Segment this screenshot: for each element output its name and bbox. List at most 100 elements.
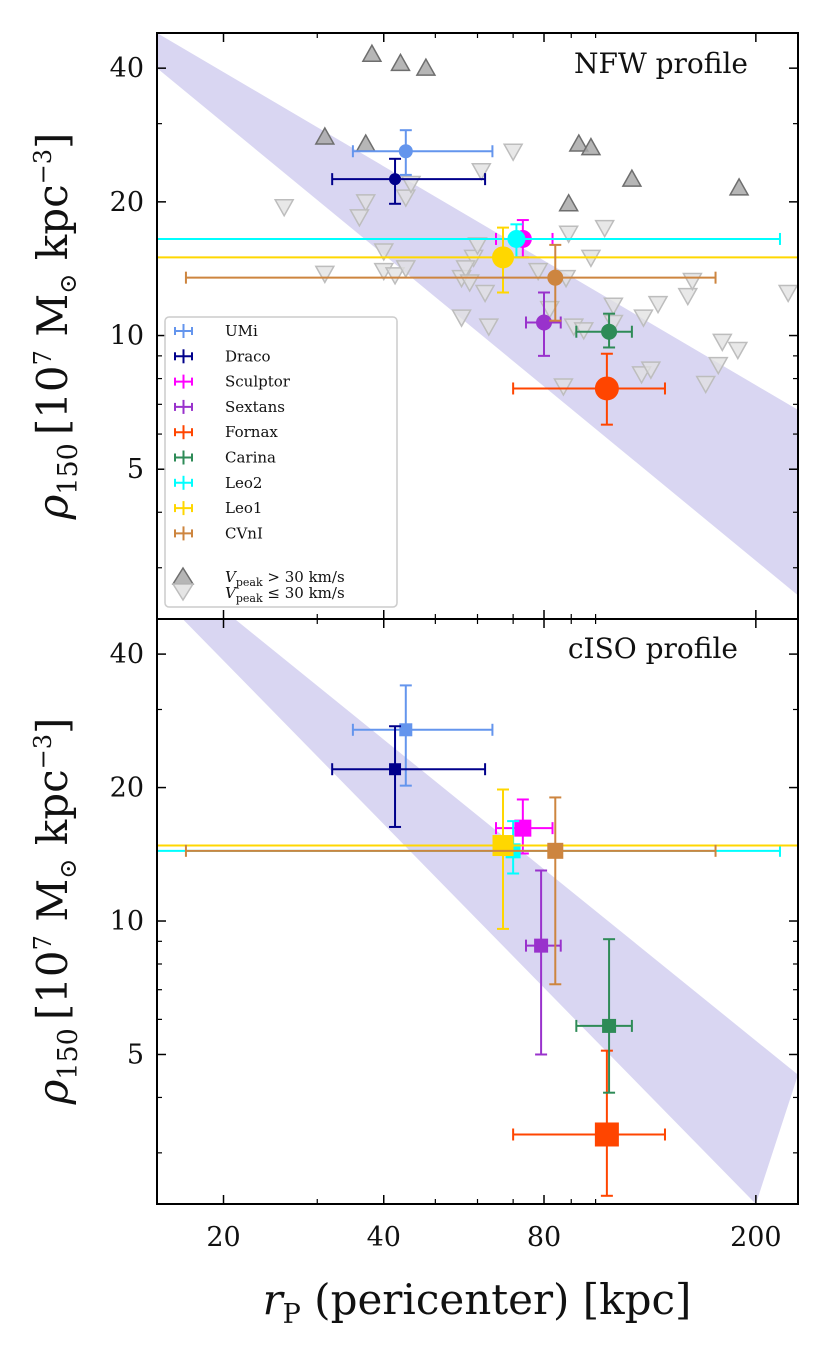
ciso-galaxy-draco — [331, 725, 487, 828]
ciso-ylabel-exp2: −3 — [29, 734, 57, 769]
vpeak-high-marker-8 — [558, 193, 579, 212]
xtick-label: 20 — [206, 1222, 240, 1253]
nfw-galaxy-draco — [331, 157, 487, 205]
vpeak-low-marker-18 — [558, 225, 579, 244]
nfw-galaxy-cvni — [184, 243, 717, 322]
legend-label-umi: UMi — [225, 322, 258, 340]
ciso-ytick-label: 40 — [110, 639, 144, 670]
legend-label-carina: Carina — [225, 449, 276, 467]
vpeak-low-marker-31 — [647, 295, 669, 315]
nfw-ylabel-sun: ⊙ — [54, 274, 82, 294]
nfw-galaxy-leo1 — [157, 226, 798, 294]
ciso-galaxy-fornax — [512, 1049, 666, 1197]
ciso-ytick-label: 10 — [110, 906, 144, 937]
vpeak-high-marker-9 — [728, 177, 750, 196]
vpeak-low-marker-5 — [502, 143, 524, 162]
legend-item-sextans: Sextans — [174, 398, 285, 416]
vpeak-high-marker-7 — [621, 168, 643, 187]
nfw-ytick-label: 40 — [110, 53, 144, 84]
vpeak-low-marker-39 — [695, 375, 716, 394]
legend-item-vpeak-high: Vpeak > 30 km/s — [171, 566, 345, 589]
vpeak-low-marker-2 — [349, 209, 370, 228]
nfw-panel: 5 10 20 40 NFW profile ρ150 [107 M⊙ kpc−3] — [28, 32, 799, 620]
legend-item-carina: Carina — [174, 449, 276, 467]
vpeak-low-marker-38 — [640, 361, 662, 380]
xlabel-sub: P — [283, 1299, 301, 1330]
vpeak-low-marker-23 — [451, 309, 472, 328]
legend-label-fornax: Fornax — [225, 423, 278, 441]
vpeak-low-marker-36 — [727, 341, 749, 361]
x-axis-title: rP (pericenter) [kpc] — [263, 1275, 692, 1330]
vpeak-low-marker-1 — [355, 194, 377, 213]
legend-item-vpeak-low: Vpeak ≤ 30 km/s — [171, 583, 345, 605]
nfw-ylabel-close: ] — [28, 133, 77, 149]
legend-label-sextans: Sextans — [225, 398, 285, 416]
legend-item-leo2: Leo2 — [174, 474, 262, 492]
legend-label-leo2: Leo2 — [225, 474, 262, 492]
legend-frame — [164, 316, 398, 608]
ciso-axis-ticks: 5 10 20 40 20 40 80 200 — [110, 619, 798, 1253]
legend-item-umi: UMi — [174, 322, 258, 340]
ciso-ylabel-exp: 7 — [29, 935, 57, 950]
ciso-ylabel-symbol: ρ — [28, 1079, 77, 1105]
nfw-axis-ticks: 5 10 20 40 — [110, 33, 798, 619]
vpeak-low-marker-11 — [373, 243, 395, 262]
legend-label-cvni: CVnI — [225, 524, 263, 542]
vpeak-low-marker-13 — [314, 265, 336, 284]
vpeak-low-marker-16 — [467, 237, 488, 256]
ciso-galaxy-points — [157, 684, 798, 1197]
vpeak-high-marker-6 — [580, 137, 602, 156]
ciso-galaxy-carina — [575, 938, 633, 1094]
nfw-ylabel-unit: kpc — [28, 184, 77, 273]
nfw-carina-point — [601, 323, 618, 340]
ciso-ylabel-sun: ⊙ — [54, 859, 82, 879]
ciso-ylabel-close: ] — [28, 718, 77, 734]
ciso-cvni-point — [547, 842, 564, 859]
vpeak-low-marker-6 — [471, 162, 492, 182]
triangle-down-icon — [171, 583, 195, 602]
legend-item-sculptor: Sculptor — [174, 373, 291, 391]
legend-label-draco: Draco — [225, 347, 271, 365]
xtick-label: 200 — [730, 1222, 782, 1253]
nfw-leo2-point — [507, 229, 526, 248]
nfw-galaxy-carina — [575, 312, 633, 349]
legend-label-vpeak-low: Vpeak ≤ 30 km/s — [225, 584, 345, 605]
ciso-draco-point — [389, 763, 402, 776]
nfw-umi-point — [398, 144, 413, 159]
vpeak-low-marker-25 — [539, 300, 561, 320]
legend-item-fornax: Fornax — [174, 423, 278, 441]
vpeak-low-marker-32 — [677, 287, 699, 307]
nfw-panel-label: NFW profile — [574, 47, 748, 80]
vpeak-high-marker-4 — [355, 133, 377, 152]
nfw-sextans-point — [536, 314, 553, 331]
ciso-sextans-point — [534, 938, 549, 953]
nfw-ylabel-exp: 7 — [29, 350, 57, 365]
ciso-fornax-point — [594, 1122, 619, 1147]
vpeak-low-marker-33 — [682, 272, 703, 292]
vpeak-low-marker-4 — [400, 175, 422, 195]
ciso-ylabel-sub: 150 — [53, 1028, 84, 1080]
nfw-y-axis-title: ρ150 [107 M⊙ kpc−3] — [28, 133, 84, 521]
xtick-label: 80 — [527, 1222, 561, 1253]
vpeak-low-marker-21 — [459, 274, 480, 293]
nfw-ytick-label: 10 — [110, 321, 144, 352]
xtick-label: 40 — [367, 1222, 401, 1253]
ciso-axes-frame — [156, 618, 799, 1205]
xlabel-rest: (pericenter) [kpc] — [301, 1275, 692, 1324]
legend-item-draco: Draco — [174, 347, 271, 365]
vpeak-low-marker-30 — [633, 309, 654, 328]
nfw-confidence-band — [157, 33, 798, 596]
nfw-cvni-point — [547, 269, 564, 286]
ciso-sculptor-point — [514, 819, 532, 837]
ciso-umi-point — [399, 723, 413, 737]
nfw-galaxy-points — [157, 129, 798, 426]
nfw-galaxy-sextans — [524, 291, 562, 357]
legend-item-cvni: CVnI — [174, 524, 263, 542]
ciso-ylabel-mid: M — [28, 879, 77, 935]
nfw-ylabel-mid: M — [28, 294, 77, 350]
ciso-leo1-point — [492, 835, 514, 857]
nfw-ylabel-symbol: ρ — [28, 494, 77, 520]
vpeak-low-marker-19 — [594, 219, 615, 239]
nfw-ylabel-open: [10 — [28, 365, 77, 435]
